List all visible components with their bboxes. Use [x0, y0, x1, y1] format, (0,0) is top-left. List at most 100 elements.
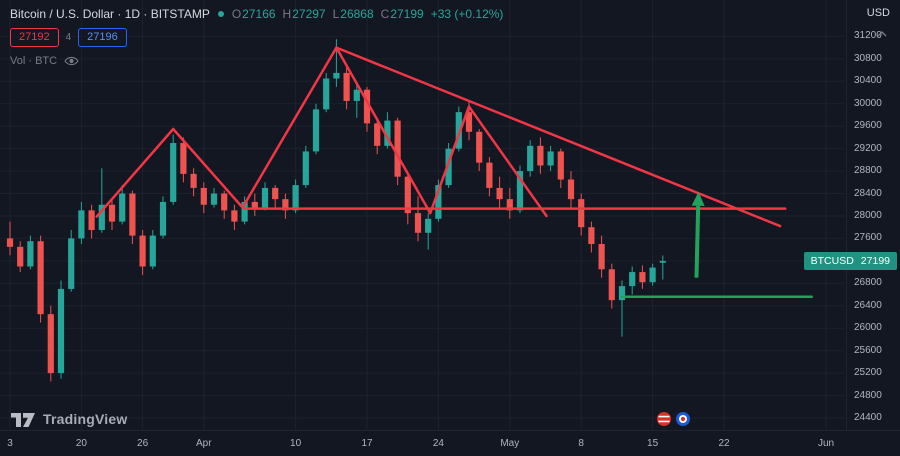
low-value: 26868 — [340, 7, 374, 21]
candle-body — [567, 179, 575, 200]
candle-body — [200, 187, 207, 205]
price-tick-label: 30000 — [854, 97, 882, 109]
change-value: +33 (+0.12%) — [430, 7, 504, 21]
candle-body — [608, 269, 615, 301]
candle-body — [6, 238, 14, 247]
chevron-up-icon[interactable] — [877, 24, 887, 42]
tradingview-logo[interactable]: TradingView — [10, 409, 127, 428]
candle-body — [190, 173, 197, 188]
time-tick-label: 17 — [361, 438, 373, 449]
volume-indicator-row: Vol · BTC — [10, 55, 79, 67]
time-tick-label: 8 — [578, 438, 584, 449]
candle-body — [435, 185, 442, 219]
candle-body — [527, 145, 534, 172]
candle-body — [445, 148, 452, 186]
candle-body — [119, 193, 126, 222]
sell-button[interactable]: 27192 — [10, 28, 59, 47]
candle-body — [557, 151, 564, 180]
candle-body — [343, 72, 350, 101]
candle-body — [476, 131, 483, 163]
price-tick-label: 30800 — [854, 52, 882, 64]
time-tick-label: Apr — [196, 438, 212, 449]
candle-body — [17, 246, 24, 267]
time-axis[interactable]: 3 20 26 Apr 10 17 24 May 8 15 22 Jun — [0, 430, 900, 456]
candle-body — [516, 171, 524, 211]
candle-body — [68, 238, 75, 289]
candle-body — [425, 218, 432, 233]
descending-trendline[interactable] — [335, 46, 782, 228]
price-tick-label: 30400 — [854, 75, 882, 87]
price-tick-label: 24400 — [854, 411, 882, 423]
candle-body — [537, 145, 544, 166]
candle-body — [57, 288, 65, 374]
eye-icon[interactable] — [64, 55, 79, 67]
time-tick-label: 26 — [137, 438, 149, 449]
high-label: H — [282, 7, 292, 21]
price-tick-label: 26000 — [854, 322, 882, 334]
candle-body — [221, 193, 228, 211]
price-tick-label: 25600 — [854, 344, 882, 356]
breakout-arrow-head[interactable] — [691, 191, 705, 206]
price-tick-label: 31200 — [854, 30, 882, 42]
candle-body — [302, 151, 309, 186]
candle-body — [37, 241, 44, 315]
candle-body — [506, 199, 513, 211]
open-label: O — [231, 7, 242, 21]
spread-value: 4 — [65, 32, 72, 43]
badge-symbol: BTCUSD — [810, 254, 854, 267]
candle-body — [27, 241, 34, 267]
candle-body — [404, 176, 411, 214]
candle-body — [333, 72, 340, 79]
candle-body — [618, 286, 626, 301]
price-tick-label: 26400 — [854, 299, 882, 311]
candle-body — [374, 123, 381, 146]
currency-unit-label[interactable]: USD — [866, 7, 890, 19]
sticker-icons — [656, 411, 691, 427]
candle-body — [384, 120, 391, 146]
symbol-title[interactable]: Bitcoin / U.S. Dollar · 1D · BITSTAMP — [10, 7, 210, 21]
candle-body — [323, 78, 330, 110]
time-tick-label: 15 — [647, 438, 659, 449]
candle-body — [353, 89, 360, 101]
price-tick-label: 26800 — [854, 277, 882, 289]
time-tick-label: Jun — [817, 438, 835, 449]
low-label: L — [332, 7, 340, 21]
candle-body — [149, 235, 156, 267]
candle-body — [578, 199, 585, 228]
candle-body — [312, 109, 320, 152]
breakout-arrow[interactable] — [694, 205, 701, 278]
price-axis[interactable]: 31200 30800 30400 30000 29600 29200 28800 28400… — [846, 0, 900, 430]
candle-body — [129, 193, 136, 236]
time-tick-label: 24 — [432, 438, 444, 449]
price-tick-label: 24800 — [854, 389, 882, 401]
price-tick-label: 29600 — [854, 120, 882, 132]
ohlc-values: O 27166 H 27297 L 26868 C 27199 +33 (+0.12%) — [232, 7, 504, 21]
candle-body — [363, 89, 371, 124]
price-tick-label: 27600 — [854, 232, 882, 244]
candle-body — [159, 201, 167, 236]
candle-body — [282, 199, 289, 211]
badge-price: 27199 — [860, 254, 890, 267]
time-tick-label: 22 — [718, 438, 730, 449]
candle-body — [139, 235, 146, 267]
candle-body — [170, 143, 177, 202]
tradingview-logo-icon — [11, 413, 35, 427]
price-tick-label: 28800 — [854, 165, 882, 177]
buy-button[interactable]: 27196 — [78, 28, 127, 47]
candle-body — [108, 204, 116, 222]
candle-body — [88, 210, 95, 230]
candle-body — [98, 204, 105, 230]
candle-body — [496, 187, 503, 200]
candle-body — [659, 260, 666, 263]
candle-body — [649, 267, 656, 283]
time-tick-label: 10 — [290, 438, 302, 449]
candle-body — [414, 213, 422, 233]
candle-body — [47, 314, 54, 374]
time-tick-label: May — [500, 438, 520, 449]
price-tick-label: 25200 — [854, 367, 882, 379]
high-value: 27297 — [292, 7, 326, 21]
close-label: C — [380, 7, 390, 21]
close-value: 27199 — [390, 7, 424, 21]
